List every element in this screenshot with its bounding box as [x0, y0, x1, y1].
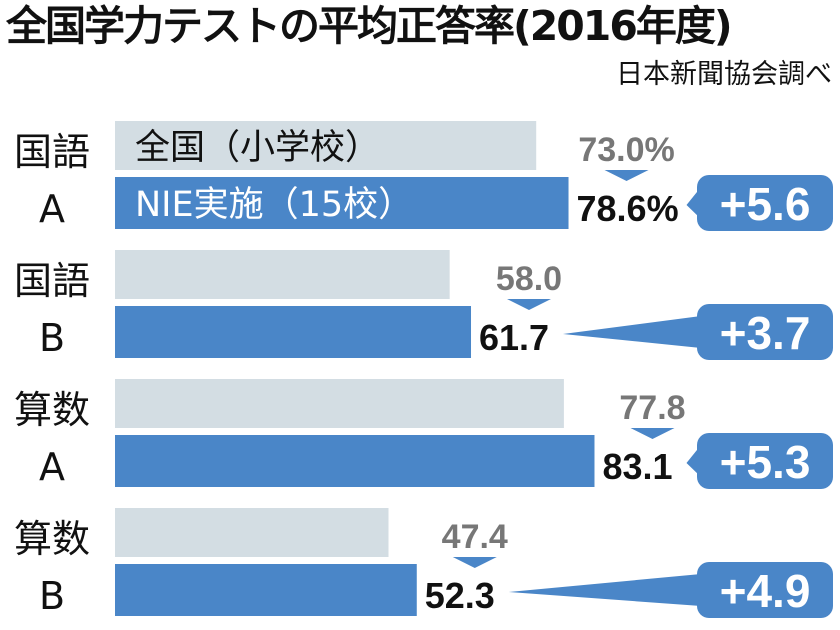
value-label-nie: 52.3 [425, 575, 495, 616]
page-title: 全国学力テストの平均正答率(2016年度) [6, 2, 733, 50]
badge-pointer [563, 316, 701, 348]
value-label-nie: 83.1 [602, 446, 672, 487]
value-label-national: 58.0 [496, 260, 562, 298]
difference-label: +3.7 [720, 307, 811, 359]
difference-badge [697, 433, 833, 489]
category-label: B [39, 316, 65, 360]
difference-label: +5.3 [720, 436, 811, 488]
difference-label: +4.9 [720, 565, 811, 617]
difference-badge [697, 304, 833, 360]
category-label: 国語 [14, 259, 90, 303]
value-label-nie: 61.7 [479, 317, 549, 358]
bar-nie [115, 435, 595, 487]
badge-pointer [508, 574, 701, 606]
legend-nie: NIE実施（15校） [135, 185, 413, 225]
pointer-arrow [507, 299, 552, 310]
category-label: 算数 [14, 388, 90, 432]
category-label: B [39, 574, 65, 618]
category-label: A [39, 445, 65, 489]
bar-national [115, 508, 389, 557]
bar-nie [115, 564, 417, 616]
source-note: 日本新聞協会調べ [616, 59, 832, 90]
pointer-arrow [604, 170, 649, 181]
difference-badge [697, 562, 833, 618]
bar-nie [115, 306, 472, 358]
value-label-nie: 78.6% [577, 188, 679, 229]
pointer-arrow [630, 428, 675, 439]
value-label-national: 77.8 [619, 389, 685, 427]
difference-label: +5.6 [720, 178, 811, 230]
pointer-arrow [452, 557, 497, 568]
bar-national [115, 250, 450, 299]
value-label-national: 47.4 [442, 518, 508, 556]
bar-national [115, 379, 564, 428]
difference-badge [697, 175, 833, 231]
category-label: 国語 [14, 130, 90, 174]
legend-national: 全国（小学校） [135, 128, 380, 168]
value-label-national: 73.0% [578, 131, 674, 169]
category-label: 算数 [14, 517, 90, 561]
bar-nie [115, 177, 569, 229]
bar-national [115, 121, 537, 170]
category-label: A [39, 187, 65, 231]
